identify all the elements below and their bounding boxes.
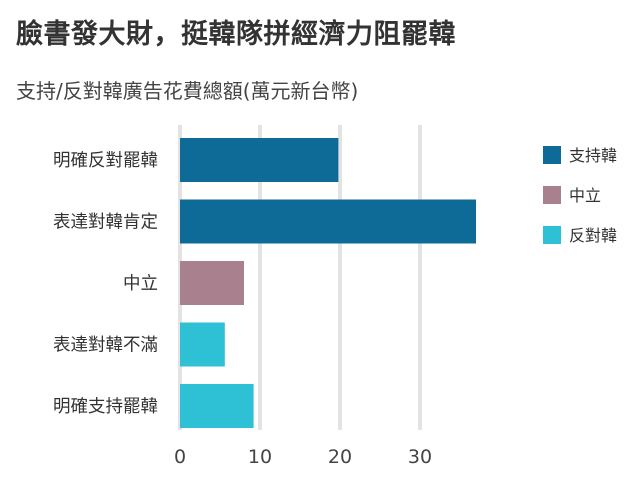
legend-swatch-2: [543, 226, 561, 244]
tick-label-0: 0: [174, 446, 186, 468]
category-label-3: 表達對韓不滿: [53, 336, 158, 356]
legend-label-1: 中立: [569, 186, 601, 205]
category-label-2: 中立: [123, 274, 158, 294]
tick-label-10: 10: [248, 446, 272, 468]
category-label-4: 明確支持罷韓: [53, 397, 158, 417]
bar-2: [180, 261, 244, 305]
tick-label-30: 30: [408, 446, 432, 468]
bar-0: [180, 138, 339, 182]
bar-1: [180, 199, 476, 244]
x-axis-ticks: 0 10 20 30: [174, 446, 432, 468]
bar-3: [180, 322, 225, 367]
category-label-1: 表達對韓肯定: [53, 213, 158, 233]
bars: [180, 138, 476, 428]
legend-swatch-1: [543, 186, 561, 204]
legend-label-2: 反對韓: [569, 226, 617, 245]
category-label-0: 明確反對罷韓: [53, 151, 158, 171]
chart-title: 臉書發大財，挺韓隊拼經濟力阻罷韓: [16, 19, 456, 50]
legend-swatch-0: [543, 146, 561, 164]
chart-subtitle: 支持/反對韓廣告花費總額(萬元新台幣): [16, 79, 359, 103]
legend-label-0: 支持韓: [569, 146, 617, 165]
tick-label-20: 20: [328, 446, 352, 468]
bar-4: [180, 384, 254, 428]
